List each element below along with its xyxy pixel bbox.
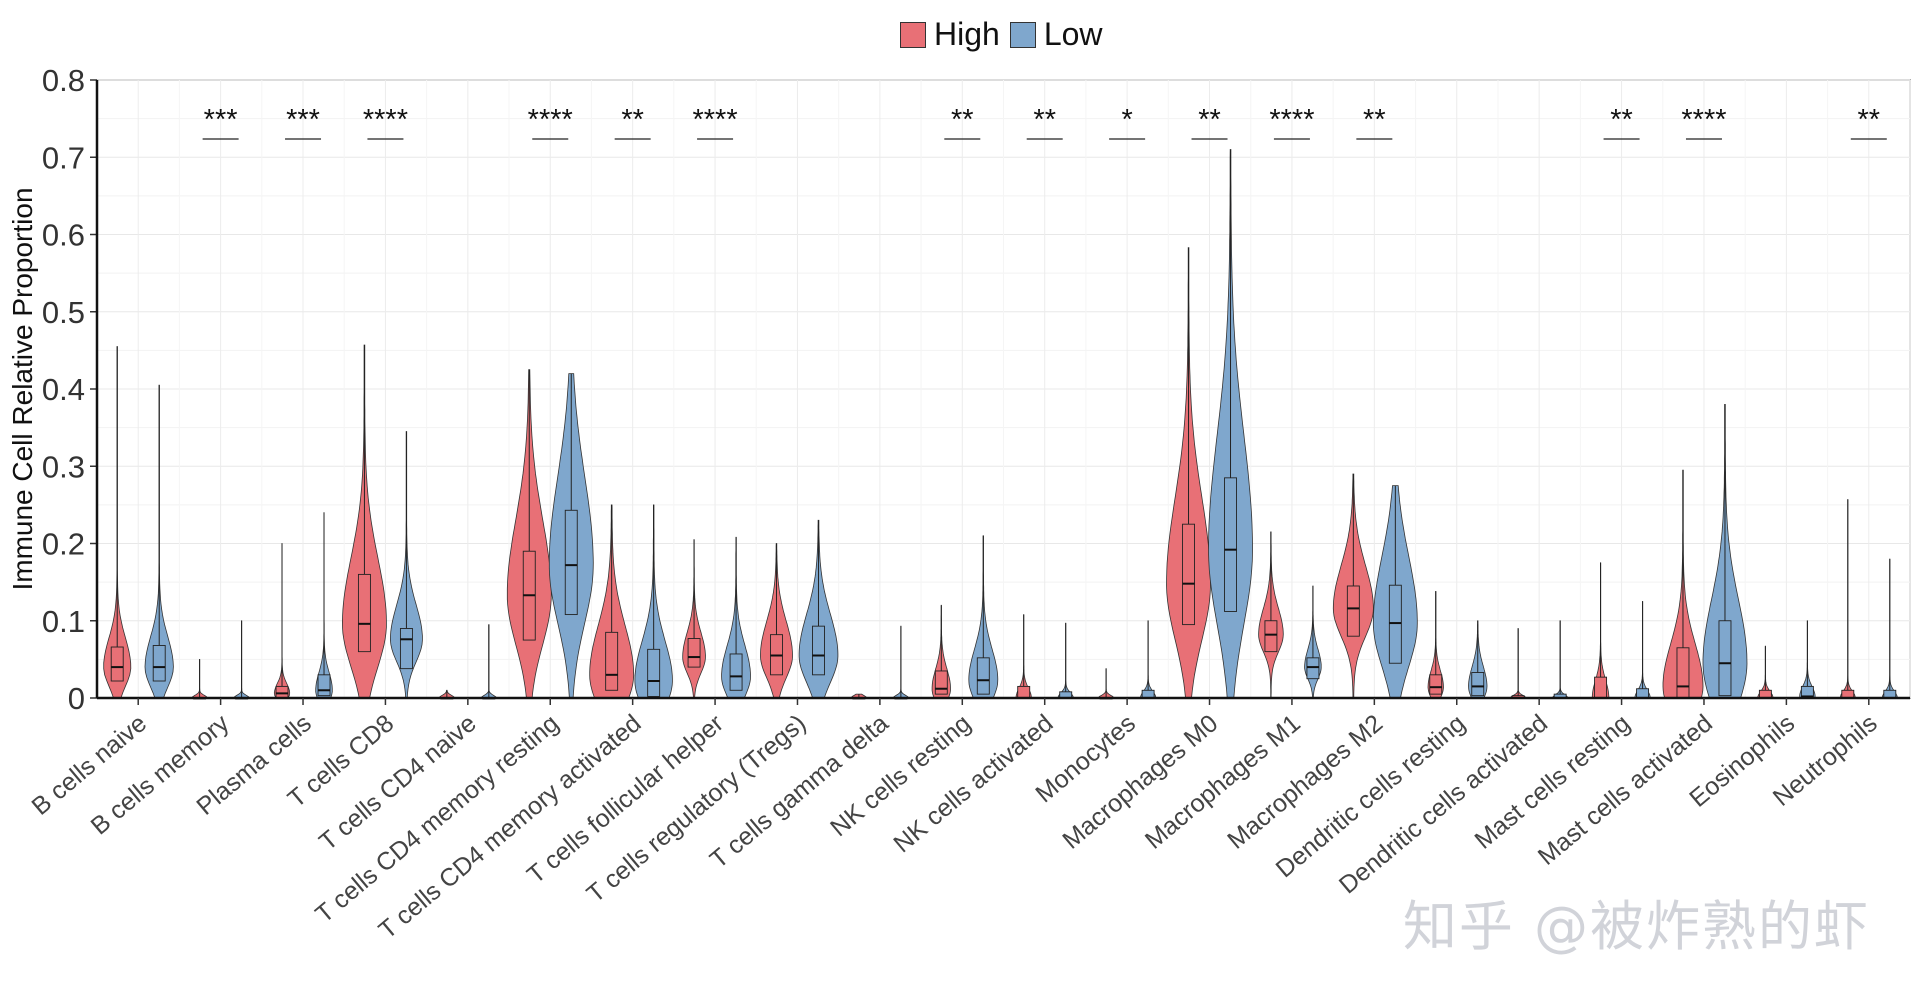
box	[976, 657, 990, 695]
box	[605, 631, 619, 691]
legend-label-low: Low	[1043, 16, 1103, 52]
box	[1636, 688, 1650, 699]
significance-label: **	[621, 104, 644, 136]
box	[275, 685, 289, 699]
y-axis-label: Immune Cell Relative Proportion	[7, 187, 38, 590]
box	[1182, 523, 1195, 626]
box	[1676, 647, 1690, 699]
box	[687, 638, 701, 668]
box	[1306, 657, 1320, 680]
legend-swatch-low	[1009, 21, 1036, 48]
series-low	[144, 149, 1898, 700]
significance-label: **	[1610, 104, 1633, 136]
box	[1224, 477, 1237, 612]
box	[1718, 620, 1732, 697]
y-tick-label: 0.2	[42, 527, 85, 562]
significance-label: ***	[204, 104, 238, 136]
box	[1471, 672, 1485, 697]
significance-label: **	[951, 104, 974, 136]
legend-item-low: Low	[1009, 16, 1103, 53]
legend-item-high: High	[900, 16, 1000, 53]
significance-label: **	[1033, 104, 1056, 136]
significance-label: ****	[1681, 104, 1726, 136]
x-tick-label: NK cells resting	[825, 709, 976, 842]
box	[357, 573, 371, 653]
box	[152, 645, 166, 682]
y-tick-label: 0.5	[42, 295, 85, 330]
y-tick-label: 0.6	[42, 218, 85, 253]
y-tick-label: 0	[68, 681, 85, 716]
significance-label: ****	[692, 104, 737, 136]
box	[812, 625, 825, 676]
box	[317, 674, 331, 697]
y-tick-label: 0.7	[42, 140, 85, 175]
box	[934, 670, 948, 695]
legend-label-high: High	[934, 16, 1000, 52]
y-tick-label: 0.4	[42, 372, 85, 407]
significance-label: ****	[363, 104, 408, 136]
grid-lines	[97, 79, 1911, 699]
x-tick-label: B cells memory	[86, 709, 235, 841]
significance-label: ***	[286, 104, 320, 136]
box	[110, 646, 124, 682]
box	[564, 509, 578, 616]
box	[729, 653, 743, 691]
box	[399, 628, 413, 670]
legend: High Low	[900, 16, 1103, 53]
box	[1594, 676, 1608, 699]
significance-label: **	[1198, 104, 1221, 136]
significance-label: **	[1858, 104, 1881, 136]
significance-label: **	[1363, 104, 1386, 136]
watermark: 知乎 @被炸熟的虾	[1402, 895, 1870, 958]
significance-label: *	[1121, 104, 1132, 136]
legend-swatch-high	[900, 21, 926, 48]
y-tick-label: 0.3	[42, 449, 85, 484]
box	[647, 648, 661, 697]
significance-label: ****	[528, 104, 573, 136]
box	[1017, 685, 1031, 699]
y-tick-label: 0.1	[42, 604, 85, 639]
significance-label: ****	[1269, 104, 1314, 136]
box	[1264, 620, 1278, 653]
y-tick-label: 0.8	[42, 63, 85, 98]
box	[1388, 584, 1402, 664]
box	[1429, 674, 1443, 695]
box	[1346, 585, 1360, 637]
